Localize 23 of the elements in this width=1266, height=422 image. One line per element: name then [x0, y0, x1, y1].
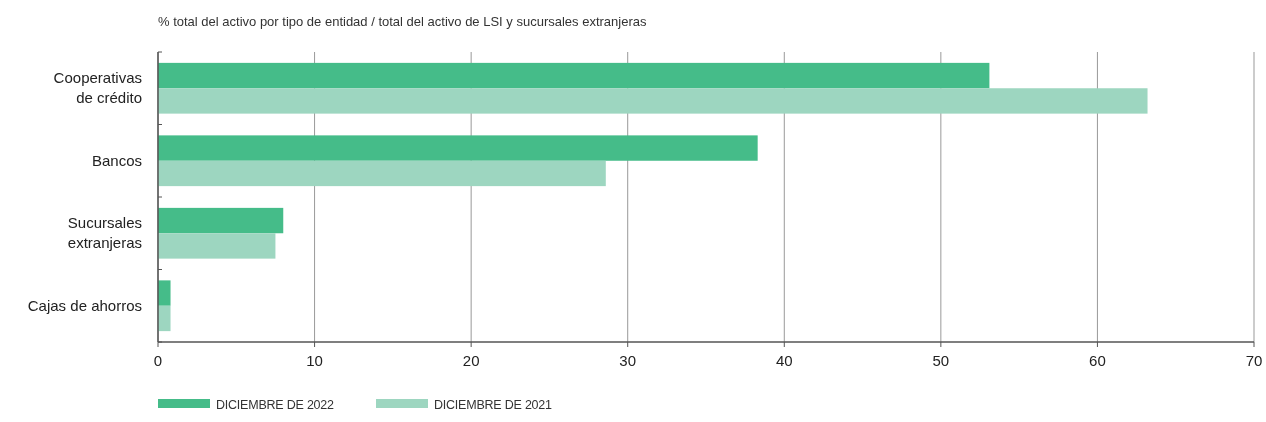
bar: [158, 135, 758, 161]
chart-title: % total del activo por tipo de entidad / total del activo de LSI y sucursales extranjeras: [158, 14, 647, 29]
y-tick-label: Bancos: [91, 151, 142, 169]
x-tick-label: 0: [153, 352, 163, 369]
bar: [158, 305, 171, 332]
x-tick-label: 50: [932, 352, 950, 369]
x-tick-label: 10: [306, 352, 323, 369]
x-tick-label: 30: [619, 352, 637, 369]
x-tick-label: 70: [1245, 352, 1263, 369]
y-tick-label: Cajas de ahorros: [27, 296, 142, 314]
bar: [158, 207, 284, 234]
legend-label: DICIEMBRE DE 2022: [216, 398, 335, 412]
y-tick-label: Cooperativas de crédito: [53, 69, 142, 107]
x-tick-label: 20: [462, 352, 480, 369]
bar: [158, 88, 1148, 114]
bar: [158, 280, 171, 306]
y-tick-label: Sucursales extranjeras: [67, 214, 142, 252]
bar: [158, 233, 276, 259]
x-tick-label: 40: [775, 352, 793, 369]
x-tick-label: 60: [1089, 352, 1106, 369]
bar: [158, 160, 606, 187]
bar: [158, 62, 990, 89]
legend-label: DICIEMBRE DE 2021: [434, 398, 553, 412]
